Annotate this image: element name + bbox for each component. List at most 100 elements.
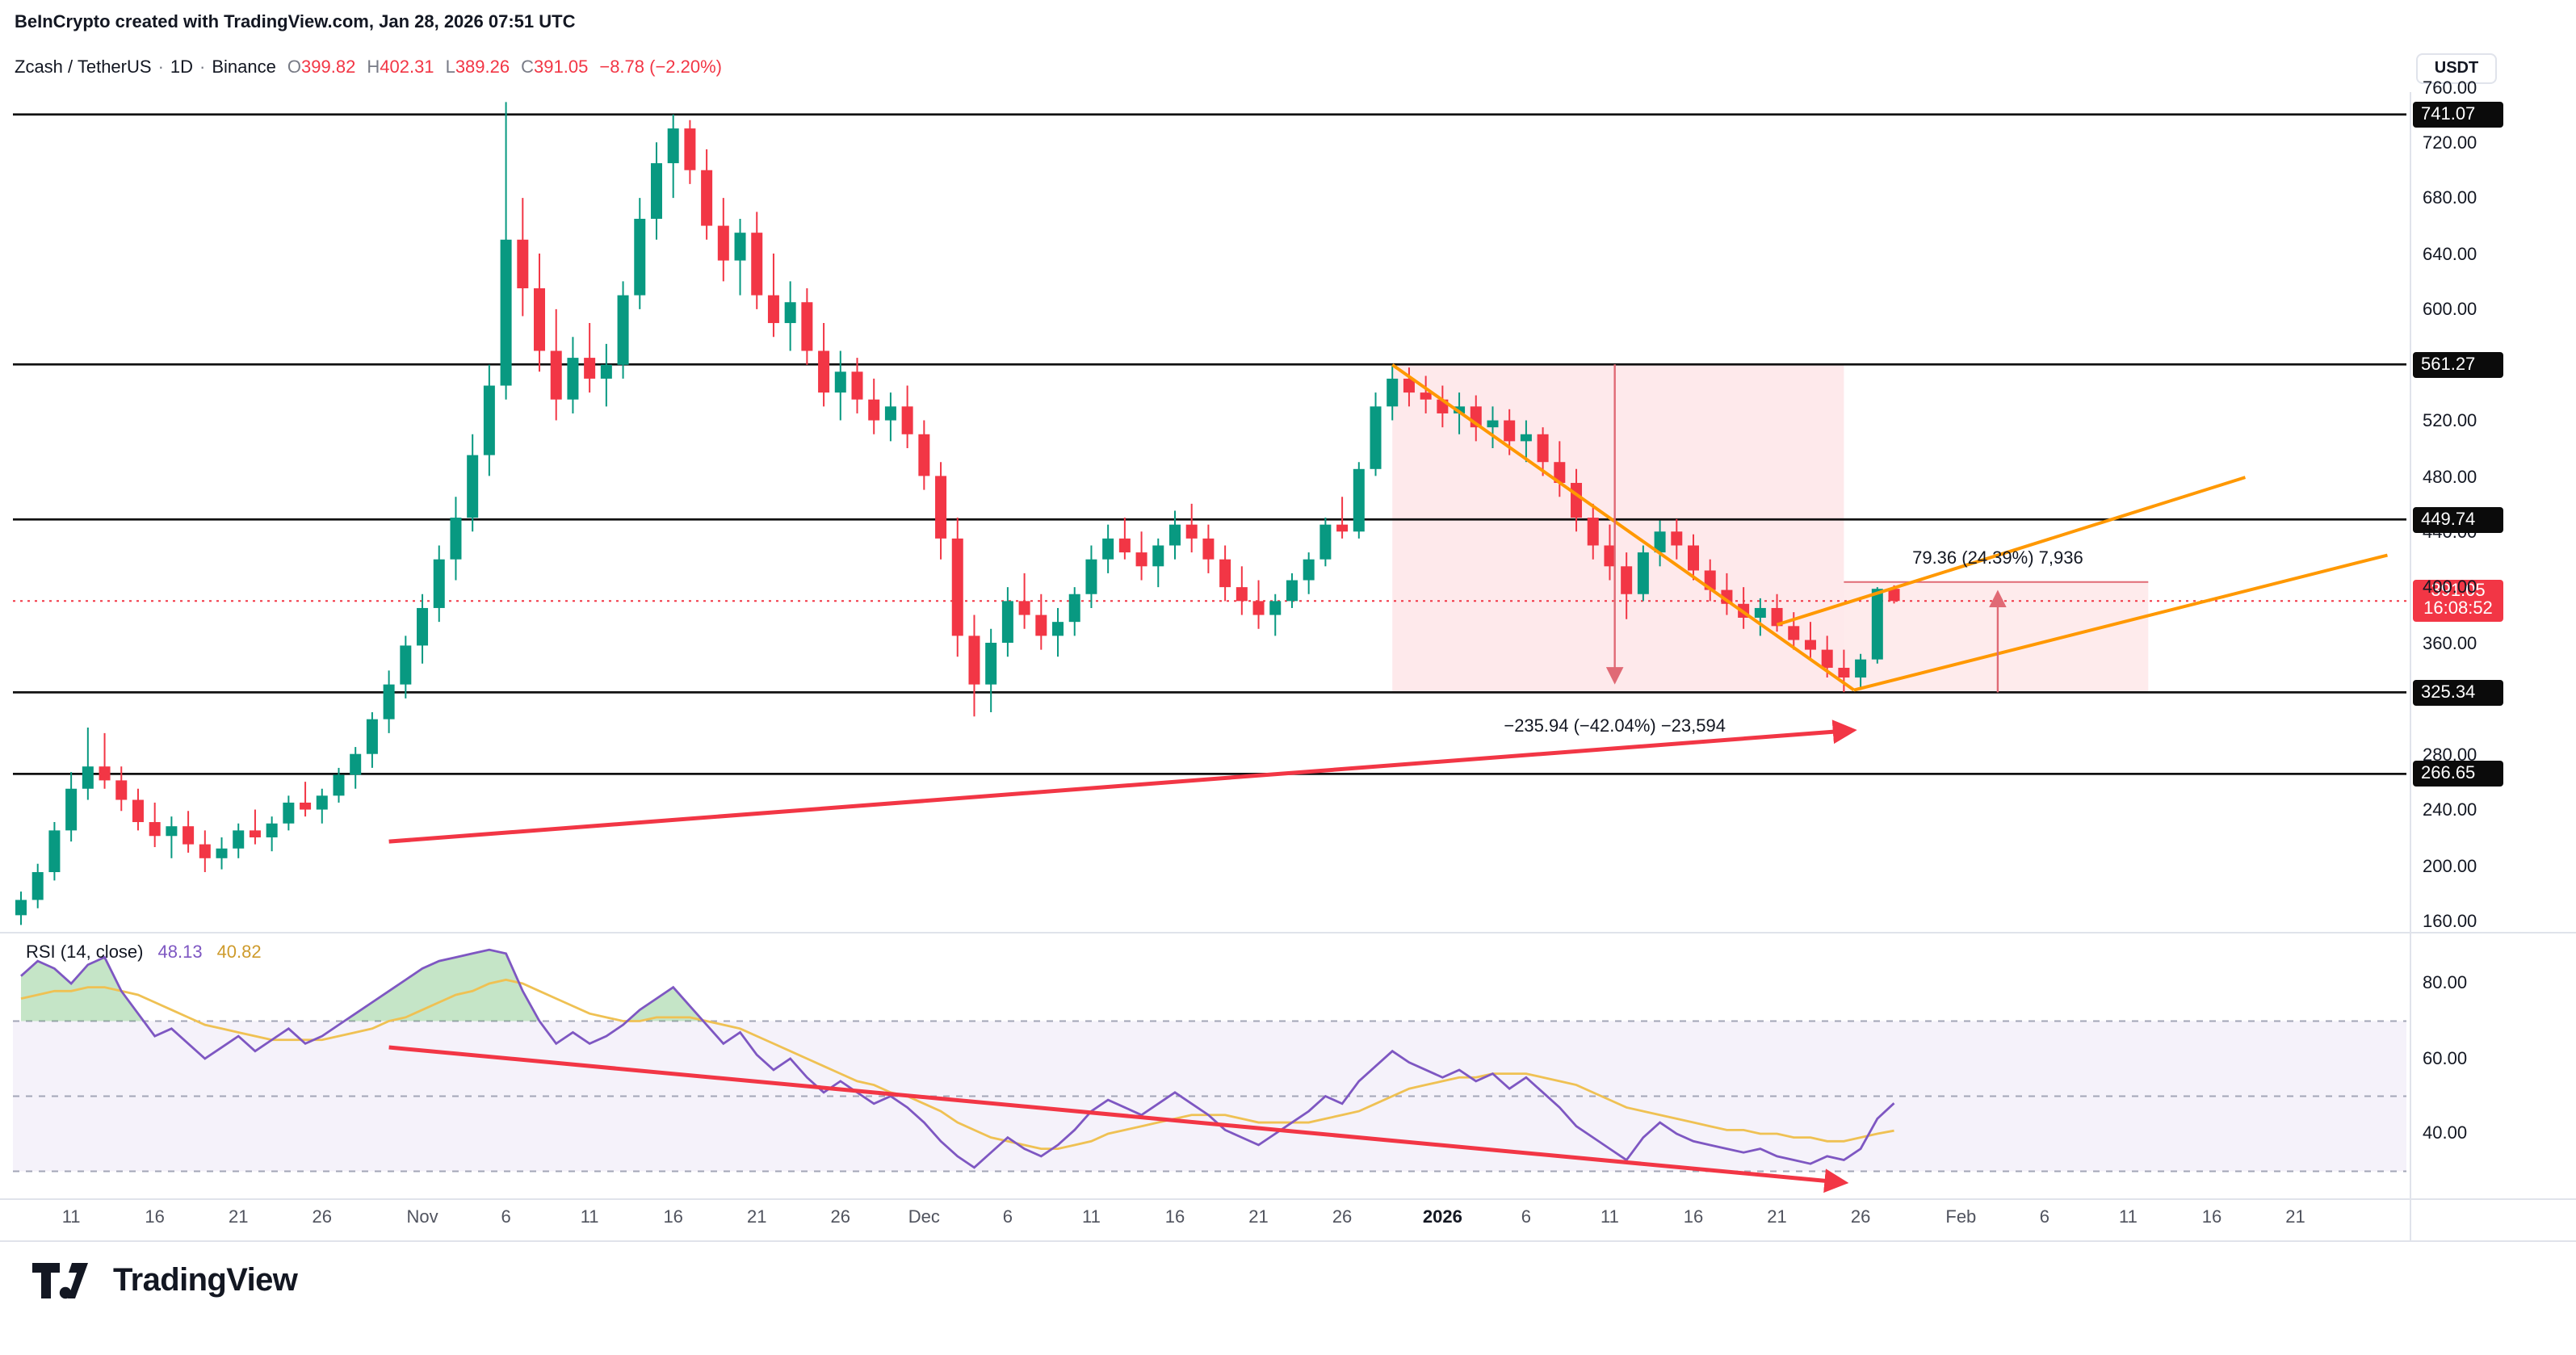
candle xyxy=(1236,587,1248,602)
candle xyxy=(717,225,729,261)
time-tick-label: 21 xyxy=(1248,1208,1269,1227)
candle xyxy=(1168,524,1181,546)
rsi-value: 48.13 xyxy=(157,943,203,963)
candle xyxy=(684,128,696,170)
candle xyxy=(567,358,579,400)
candle xyxy=(1269,601,1282,615)
time-tick-label: 16 xyxy=(1683,1208,1704,1227)
rsi-line xyxy=(20,948,1895,1169)
candle xyxy=(99,766,111,781)
candle xyxy=(550,350,562,400)
currency-toggle[interactable]: USDT xyxy=(2416,53,2497,84)
rsi-indicator-row: RSI (14, close) 48.13 40.82 xyxy=(26,943,262,963)
time-tick-label: 11 xyxy=(61,1208,81,1227)
candle xyxy=(985,642,997,685)
candle xyxy=(1202,538,1215,560)
rsi-indicator-label[interactable]: RSI (14, close) xyxy=(26,943,144,963)
candle xyxy=(801,302,813,351)
candle xyxy=(249,830,261,837)
candle xyxy=(701,170,713,226)
time-tick-label: 11 xyxy=(580,1208,599,1227)
high-label: H xyxy=(367,58,380,78)
time-tick-label: 2026 xyxy=(1422,1208,1462,1227)
low-value: 389.26 xyxy=(455,58,510,78)
time-axis[interactable]: 11 16 21 26 Nov 6 11 16 21 26 Dec 6 11 16 21 26 2026 6 11 1… xyxy=(0,1198,2410,1240)
candle xyxy=(132,799,144,823)
trendline xyxy=(1776,476,2247,627)
rsi-ma-line xyxy=(20,978,1894,1150)
attribution-text: BeInCrypto created with TradingView.com,… xyxy=(15,13,576,32)
pane-separator[interactable] xyxy=(0,932,2576,933)
candle xyxy=(1888,589,1900,602)
trendline xyxy=(1853,553,2388,692)
time-tick-label: Nov xyxy=(406,1208,438,1227)
interval-label[interactable]: 1D xyxy=(170,58,194,78)
time-tick-label: 16 xyxy=(145,1208,165,1227)
time-tick-label: Feb xyxy=(1945,1208,1977,1227)
candle xyxy=(1688,545,1699,571)
candle xyxy=(333,774,345,796)
candle xyxy=(1754,607,1766,618)
candle xyxy=(1085,559,1097,594)
candle xyxy=(1654,531,1666,553)
change-value: −8.78 (−2.20%) xyxy=(599,58,723,78)
candle xyxy=(600,364,612,379)
candle xyxy=(82,766,94,789)
level-lines xyxy=(13,113,2406,775)
candle xyxy=(450,518,462,560)
candle xyxy=(818,350,830,393)
candle xyxy=(1118,538,1131,553)
candle xyxy=(1001,601,1013,643)
tradingview-wordmark: TradingView xyxy=(113,1262,298,1298)
candle xyxy=(1587,518,1599,546)
candle xyxy=(767,295,779,324)
time-tick-label: 16 xyxy=(2201,1208,2222,1227)
candle xyxy=(1303,559,1315,581)
time-tick-label: 21 xyxy=(2285,1208,2305,1227)
chart-frame-bottom xyxy=(0,1240,2576,1242)
candle xyxy=(1487,420,1499,428)
symbol-info-row: Zcash / TetherUS · 1D · Binance O399.82 H402.3… xyxy=(15,58,722,78)
candle xyxy=(1554,462,1566,484)
candle xyxy=(734,233,746,261)
time-axis-border xyxy=(0,1198,2576,1200)
candle xyxy=(1219,559,1231,588)
candle xyxy=(1252,601,1265,615)
measure-boxes xyxy=(1392,364,2149,693)
measure-arrows xyxy=(1605,364,2007,693)
time-tick-label: 26 xyxy=(830,1208,851,1227)
candle xyxy=(1102,538,1114,560)
trend-arrow-line xyxy=(388,719,1857,844)
candle xyxy=(1520,434,1532,442)
candle xyxy=(1420,392,1432,400)
time-tick-label: 11 xyxy=(2119,1208,2138,1227)
candle xyxy=(1571,483,1583,518)
candle xyxy=(901,406,913,434)
time-tick-label: 21 xyxy=(746,1208,767,1227)
tradingview-logo-icon xyxy=(32,1263,88,1299)
candle xyxy=(650,163,662,219)
candle xyxy=(1068,594,1080,623)
candle xyxy=(1135,552,1147,567)
symbol-name[interactable]: Zcash / TetherUS xyxy=(15,58,152,78)
time-tick-label: 26 xyxy=(1332,1208,1353,1227)
candle xyxy=(1821,649,1833,668)
candle xyxy=(350,753,362,775)
candle xyxy=(868,399,880,421)
footer-brand[interactable]: TradingView xyxy=(29,1260,298,1302)
candle xyxy=(366,719,378,754)
candle xyxy=(1319,524,1332,560)
candle xyxy=(1336,524,1349,532)
candle xyxy=(1671,531,1683,546)
candle xyxy=(1018,601,1030,615)
candle xyxy=(65,788,78,831)
candle xyxy=(283,802,295,824)
candle xyxy=(383,684,395,719)
rsi-overbought-fill xyxy=(21,950,1894,1021)
rsi-ma-value: 40.82 xyxy=(216,943,262,963)
time-tick-label: Dec xyxy=(908,1208,940,1227)
candle xyxy=(751,233,763,296)
trendline xyxy=(1391,363,1855,692)
